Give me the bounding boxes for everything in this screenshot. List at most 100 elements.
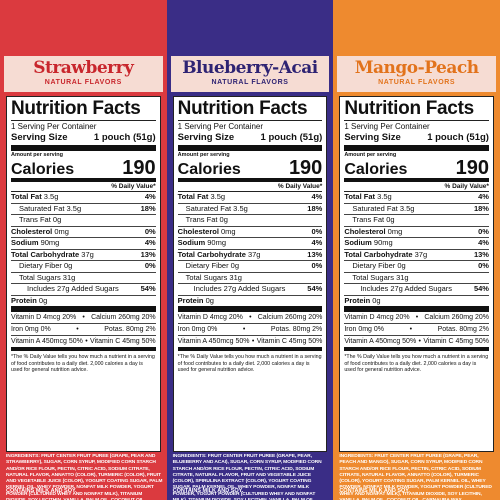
vitamin-rows: Vitamin D 4mcg 20% • Calcium 260mg 20% Iron… [11, 312, 156, 351]
vitamin-row: Vitamin D 4mcg 20% • Calcium 260mg 20% [11, 312, 156, 324]
nutrient-daily-value: 4% [311, 238, 323, 247]
flavor-title: Mango-Peach [354, 58, 479, 78]
ingredients-text: INGREDIENTS: FRUIT CENTER FRUIT PUREE (G… [339, 454, 492, 500]
nutrient-daily-value: 13% [140, 249, 156, 259]
allergen-statement: CONTAINS MILK AND SOY. [339, 488, 410, 494]
nutrient-daily-value: 4% [311, 192, 323, 201]
nutrient-row: Saturated Fat 3.5g 18% [344, 204, 489, 215]
nutrient-rows: Total Fat 3.5g 4% Saturated Fat 3.5g 18% Tra… [177, 192, 323, 312]
nutrient-label: Protein 0g [344, 296, 380, 307]
bullet-separator: • [418, 338, 421, 345]
nutrition-facts-title: Nutrition Facts [177, 98, 308, 119]
amount-per-serving-label: Amount per serving [344, 152, 397, 158]
vitamin-row: Vitamin A 450mcg 50% • Vitamin C 45mg 50% [177, 336, 323, 351]
bullet-separator: • [251, 338, 255, 345]
panel-mango-peach: Mango-Peach NATURAL FLAVORS Nutrition Fa… [333, 0, 500, 500]
servings-per-container: 1 Serving Per Container [344, 120, 489, 132]
serving-size-row: Serving Size 1 pouch (51g) [11, 132, 156, 151]
nutrient-daily-value: 0% [478, 261, 489, 270]
vitamin-row: Iron 0mg 0% • Potas. 80mg 2% [344, 324, 489, 336]
nutrient-label: Includes 27g Added Sugars [360, 284, 452, 295]
nutrient-label: Includes 27g Added Sugars [27, 284, 119, 295]
nutrient-row: Cholesterol 0mg 0% [11, 227, 156, 238]
bullet-separator: • [76, 326, 79, 333]
nutrient-name: Total Carbohydrate [11, 249, 80, 259]
flavor-subtitle: NATURAL FLAVORS [211, 79, 289, 86]
nutrient-row: Dietary Fiber 0g 0% [11, 261, 156, 273]
vitamin-row: Vitamin D 4mcg 20% • Calcium 260mg 20% [177, 312, 323, 324]
nutrient-amount: 37g [245, 249, 261, 259]
amount-per-serving-label: Amount per serving [177, 152, 230, 158]
serving-size-label: Serving Size [177, 132, 235, 143]
vitamin-left: Iron 0mg 0% [177, 326, 218, 333]
nutrient-row: Total Sugars 31g [177, 272, 323, 284]
nutrient-label: Total Carbohydrate 37g [11, 250, 94, 261]
nutrient-name: Sodium [11, 238, 39, 247]
vitamin-left: Vitamin A 450mcg 50% [11, 338, 83, 345]
ingredients-text: INGREDIENTS: FRUIT CENTER FRUIT PUREE (G… [6, 454, 163, 500]
nutrient-name: Protein [177, 295, 204, 305]
flavor-title: Blueberry-Acai [182, 58, 318, 78]
serving-size-value: 1 pouch (51g) [93, 132, 156, 143]
nutrient-row: Dietary Fiber 0g 0% [177, 261, 323, 273]
flavor-header: Strawberry NATURAL FLAVORS [4, 56, 163, 92]
nutrient-row: Includes 27g Added Sugars 54% [177, 284, 323, 296]
nutrient-name: Total Carbohydrate [177, 249, 246, 259]
flavor-header: Mango-Peach NATURAL FLAVORS [337, 56, 496, 92]
nutrient-name: Sodium [344, 238, 372, 247]
vitamin-right: Potas. 80mg 2% [270, 326, 323, 333]
nutrient-amount: Includes 27g Added Sugars [360, 284, 453, 293]
nutrient-label: Total Fat 3.5g [344, 192, 391, 203]
nutrient-row: Protein 0g [344, 296, 489, 312]
daily-value-header: % Daily Value* [344, 182, 489, 192]
nutrient-row: Total Carbohydrate 37g 13% [344, 250, 489, 261]
nutrient-amount: 37g [412, 249, 428, 259]
vitamin-rows: Vitamin D 4mcg 20% • Calcium 260mg 20% Iron… [177, 312, 323, 351]
nutrient-label: Trans Fat 0g [186, 215, 228, 226]
vitamin-right: Vitamin C 45mg 50% [90, 338, 156, 345]
panel-blueberry-acai: Blueberry-Acai NATURAL FLAVORS Nutrition… [166, 0, 334, 500]
vitamin-right: Calcium 260mg 20% [424, 314, 489, 321]
nutrient-amount: Total Sugars 31g [19, 272, 76, 282]
nutrient-label: Cholesterol 0mg [11, 227, 69, 238]
nutrient-amount: Dietary Fiber 0g [185, 261, 240, 270]
nutrient-amount: 0g [370, 295, 381, 305]
vitamin-left: Vitamin D 4mcg 20% [344, 314, 410, 321]
daily-value-footnote: *The % Daily Value tells you how much a … [344, 354, 489, 373]
nutrient-row: Saturated Fat 3.5g 18% [177, 203, 323, 215]
nutrition-facts-title: Nutrition Facts [11, 98, 141, 119]
bullet-separator: • [409, 326, 413, 333]
daily-value-header: % Daily Value* [11, 182, 156, 192]
calories-value: 190 [288, 157, 323, 179]
flavor-subtitle: NATURAL FLAVORS [44, 79, 122, 86]
nutrient-amount: Includes 27g Added Sugars [193, 284, 286, 293]
serving-size-value: 1 pouch (51g) [427, 132, 489, 143]
nutrient-label: Sodium 90mg [178, 238, 226, 249]
vitamin-left: Vitamin D 4mcg 20% [177, 314, 243, 321]
nutrient-amount: Total Sugars 31g [185, 272, 242, 282]
nutrient-row: Total Sugars 31g [344, 273, 489, 284]
nutrient-label: Total Carbohydrate 37g [344, 250, 427, 261]
nutrient-daily-value: 4% [144, 192, 156, 201]
nutrient-amount: Includes 27g Added Sugars [27, 284, 119, 293]
nutrient-row: Total Fat 3.5g 4% [177, 192, 323, 204]
nutrient-label: Total Carbohydrate 37g [178, 250, 261, 261]
nutrient-amount: 3.5g [41, 192, 59, 201]
nutrient-name: Total Fat [177, 192, 209, 201]
nutrient-amount: 0mg [385, 226, 403, 236]
nutrient-daily-value: 18% [140, 203, 156, 213]
nutrient-label: Cholesterol 0mg [344, 227, 402, 238]
nutrient-amount: Dietary Fiber 0g [352, 261, 406, 270]
daily-value-footnote: *The % Daily Value tells you how much a … [11, 354, 155, 373]
nutrient-amount: 90mg [371, 238, 393, 247]
nutrient-amount: Saturated Fat 3.5g [185, 203, 248, 213]
vitamin-left: Vitamin A 450mcg 50% [344, 338, 417, 345]
nutrient-daily-value: 4% [144, 238, 156, 247]
bullet-separator: • [85, 338, 88, 345]
nutrient-daily-value: 0% [478, 226, 489, 236]
nutrition-facts-label: Nutrition Facts 1 Serving Per Container … [6, 96, 161, 452]
amount-per-serving-label: Amount per serving [11, 152, 63, 158]
nutrient-name: Total Carbohydrate [344, 249, 413, 259]
nutrient-label: Saturated Fat 3.5g [19, 204, 81, 215]
